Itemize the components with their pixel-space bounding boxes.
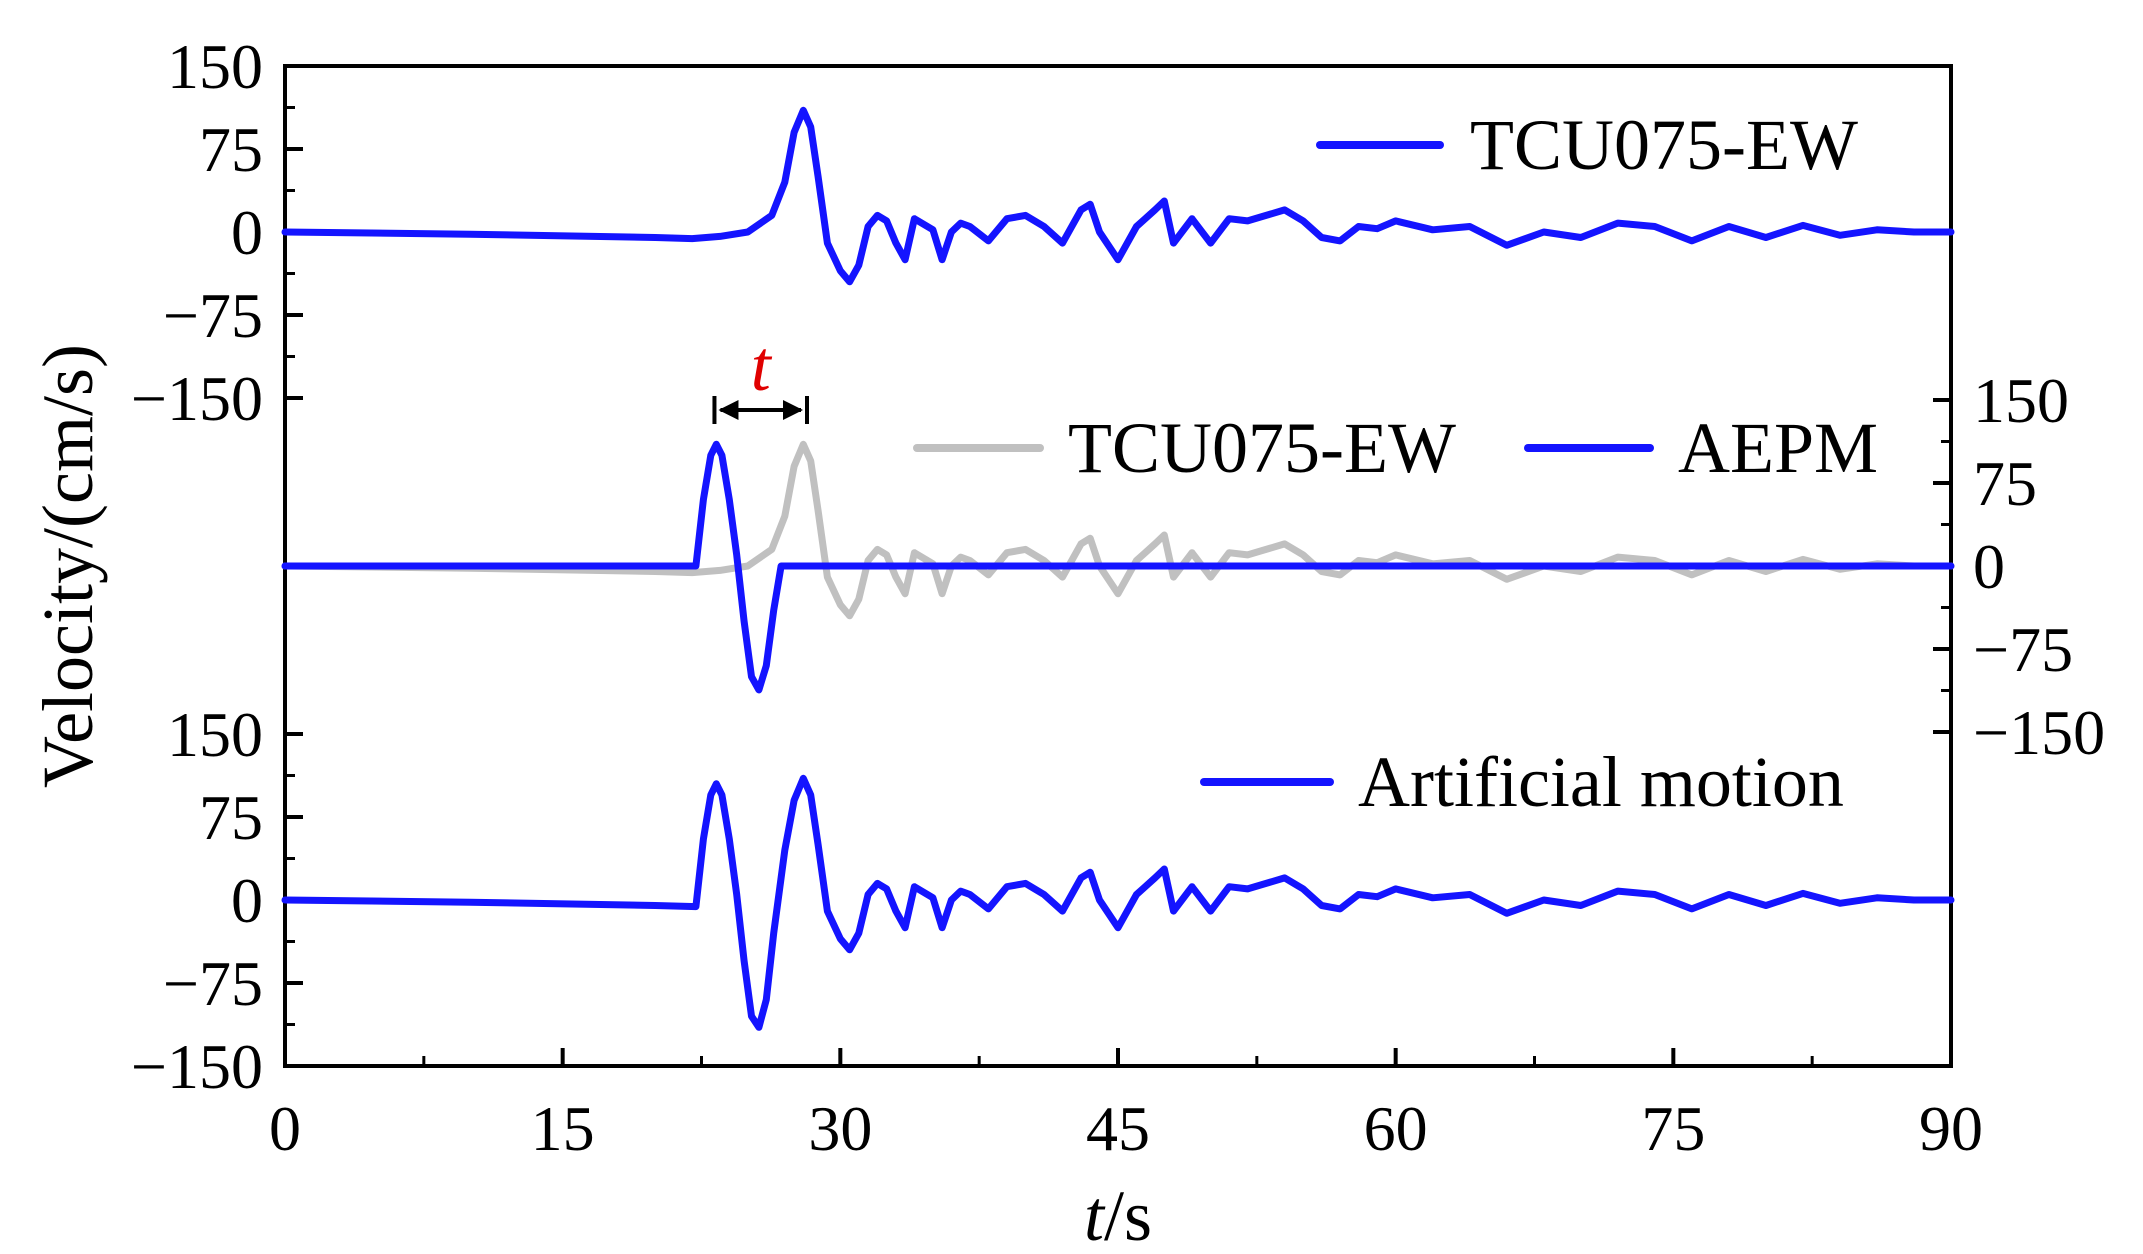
y-tick-label: 150 <box>167 31 263 102</box>
y-tick-label: 75 <box>1973 448 2037 519</box>
y-tick-label: −150 <box>131 1031 263 1102</box>
y-tick-label: 75 <box>199 782 263 853</box>
x-tick-label: 0 <box>269 1093 301 1164</box>
x-axis-title-italic: t <box>1084 1176 1106 1254</box>
y-tick-label: 0 <box>231 865 263 936</box>
series-line-bottom-artificial-motion <box>281 774 1955 1031</box>
x-tick-label: 60 <box>1364 1093 1428 1164</box>
annotation-arrowhead-left <box>718 400 739 420</box>
x-tick-label: 15 <box>531 1093 595 1164</box>
annotation-arrowhead-right <box>783 400 804 420</box>
x-axis-title-unit: /s <box>1104 1176 1152 1254</box>
lines-layer <box>281 106 1955 1031</box>
y-tick-label: 75 <box>199 114 263 185</box>
legend-label: TCU075-EW <box>1470 105 1858 185</box>
x-tick-label: 90 <box>1919 1093 1983 1164</box>
x-tick-label: 75 <box>1641 1093 1705 1164</box>
y-tick-label: −150 <box>1973 697 2105 768</box>
y-axis-title: Velocity/(cm/s) <box>28 344 108 788</box>
y-tick-label: 0 <box>1973 531 2005 602</box>
y-tick-label: 150 <box>1973 365 2069 436</box>
legend-label: AEPM <box>1678 408 1878 488</box>
y-tick-label: −150 <box>131 363 263 434</box>
y-tick-label: −75 <box>163 280 263 351</box>
y-tick-label: 150 <box>167 699 263 770</box>
x-tick-label: 45 <box>1086 1093 1150 1164</box>
annotation-label: t <box>751 326 773 406</box>
series-line-middle-aepm <box>281 440 1955 694</box>
x-tick-label: 30 <box>808 1093 872 1164</box>
legend-layer: TCU075-EW TCU075-EW AEPM Artificial motion <box>913 105 1878 822</box>
y-tick-label: 0 <box>231 197 263 268</box>
legend-label: TCU075-EW <box>1068 408 1456 488</box>
series-line-top-tcu075-ew <box>281 106 1955 286</box>
y-tick-label: −75 <box>163 948 263 1019</box>
period-annotation: t <box>712 326 810 424</box>
y-tick-label: −75 <box>1973 614 2073 685</box>
legend-label: Artificial motion <box>1358 742 1844 822</box>
x-axis-title: t/s <box>1084 1176 1152 1254</box>
ticks-layer: 0 15 30 45 60 75 90 150 75 0 −75 −150 150 75 0 −75 −150 1… <box>131 31 2105 1164</box>
